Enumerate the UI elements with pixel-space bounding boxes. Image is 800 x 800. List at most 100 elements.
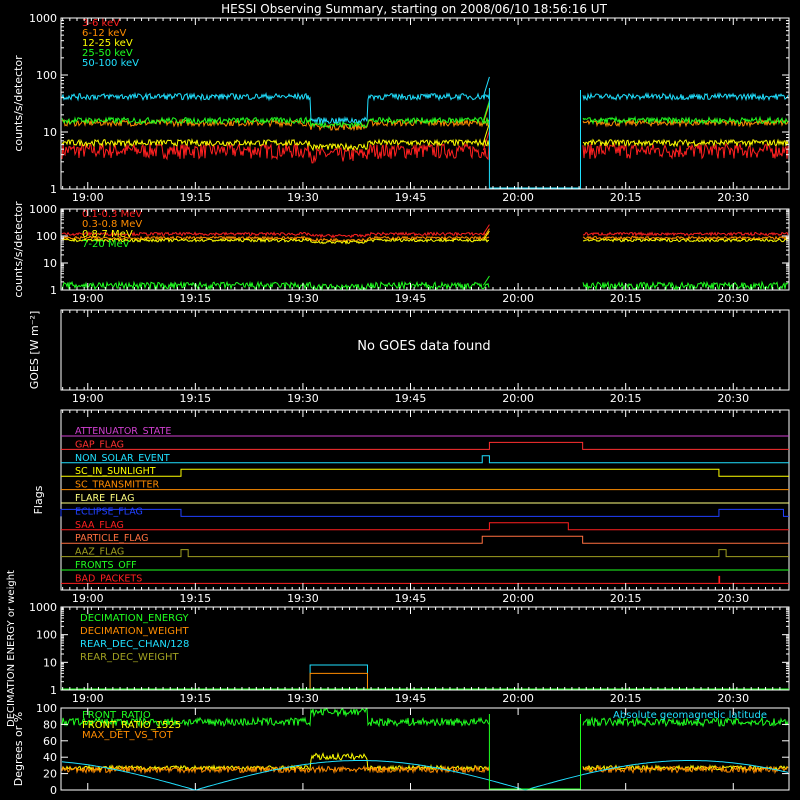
legend-entry: 25-50 keV — [82, 48, 133, 59]
x-tick-label: 20:30 — [717, 592, 749, 605]
series-line — [61, 752, 789, 772]
y-axis-label: Degrees or % — [12, 712, 25, 786]
y-tick-label: 20 — [43, 768, 57, 781]
x-tick-label: 20:15 — [610, 292, 642, 305]
series-line — [61, 760, 789, 791]
x-tick-label: 19:45 — [395, 592, 427, 605]
legend-entry: REAR_DEC_WEIGHT — [80, 652, 179, 663]
high-energy-frame — [60, 208, 790, 291]
series-line — [61, 764, 789, 775]
flag-label: BAD_PACKETS — [75, 573, 142, 584]
x-tick-label: 19:00 — [72, 292, 104, 305]
series-line — [61, 91, 789, 125]
flag-trace — [61, 441, 789, 450]
flags-panel: ATTENUATOR_STATE GAP_FLAG NON_SOLAR_EVENT S… — [32, 409, 790, 605]
flag-trace — [61, 522, 789, 531]
legend-entry: 7-20 MeV — [82, 239, 130, 250]
chart-title: HESSI Observing Summary, starting on 200… — [221, 2, 607, 16]
series-rise — [482, 130, 490, 151]
flag-trace — [61, 549, 789, 558]
legend-entry: 0.8-7 MeV — [82, 229, 133, 240]
legend-entry: FRONT_RATIO_1525 — [82, 720, 181, 731]
x-tick-label: 19:45 — [395, 191, 427, 204]
x-tick-label: 19:45 — [395, 692, 427, 705]
flag-trace — [60, 508, 789, 517]
flag-label: FRONTS_OFF — [75, 560, 137, 571]
flag-label: PARTICLE_FLAG — [75, 533, 148, 544]
x-tick-label: 19:15 — [179, 692, 211, 705]
series-rise — [482, 122, 490, 143]
decimation-step — [309, 664, 368, 689]
legend-entry: 3-6 keV — [82, 18, 120, 29]
x-tick-label: 19:30 — [287, 292, 319, 305]
x-tick-label: 19:30 — [287, 692, 319, 705]
x-tick-label: 19:30 — [287, 592, 319, 605]
legend-entry: 0.1-0.3 MeV — [82, 209, 142, 220]
x-tick-label: 19:15 — [179, 191, 211, 204]
x-tick-label: 20:15 — [610, 191, 642, 204]
y-tick-label: 1000 — [29, 203, 57, 216]
y-tick-label: 1000 — [29, 601, 57, 614]
x-tick-label: 19:30 — [287, 191, 319, 204]
series-line — [61, 237, 789, 245]
x-tick-label: 20:30 — [717, 292, 749, 305]
flag-trace — [61, 575, 789, 584]
legend-entry: DECIMATION_ENERGY — [80, 613, 189, 624]
series-line — [61, 142, 789, 164]
goes-frame — [60, 309, 790, 391]
x-tick-label: 19:00 — [72, 592, 104, 605]
y-tick-label: 100 — [36, 629, 57, 642]
series-line — [61, 231, 789, 239]
legend-entry: 12-25 keV — [82, 38, 133, 49]
x-tick-label: 20:15 — [610, 392, 642, 405]
legend-entry: FRONT_RATIO — [82, 710, 151, 721]
flag-label: SAA_FLAG — [75, 520, 124, 531]
x-tick-label: 20:00 — [502, 191, 534, 204]
y-tick-label: 10 — [43, 257, 57, 270]
legend-entry: MAX_DET_VS_TOT — [82, 730, 174, 741]
y-tick-label: 40 — [43, 751, 57, 764]
flag-label: ATTENUATOR_STATE — [75, 426, 171, 437]
series-line — [61, 280, 789, 291]
gap-trace — [488, 714, 581, 790]
series-rise — [482, 224, 490, 235]
y-axis-label: GOES [W m⁻²] — [28, 311, 41, 390]
legend-entry: REAR_DEC_CHAN/128 — [80, 639, 189, 650]
y-tick-label: 1 — [50, 684, 57, 697]
x-tick-label: 19:15 — [179, 292, 211, 305]
series-line — [61, 707, 789, 728]
x-tick-label: 19:00 — [72, 692, 104, 705]
x-tick-label: 20:00 — [502, 292, 534, 305]
flag-trace — [61, 455, 789, 464]
flag-trace — [61, 468, 789, 477]
y-tick-label: 100 — [36, 230, 57, 243]
y-tick-label: 10 — [43, 656, 57, 669]
x-tick-label: 19:15 — [179, 392, 211, 405]
flags-frame — [60, 409, 790, 591]
series-rise — [482, 228, 490, 239]
gap-trace — [488, 88, 581, 189]
x-tick-label: 20:30 — [717, 692, 749, 705]
y-axis-label: counts/s/detector — [12, 55, 25, 152]
x-tick-label: 20:30 — [717, 191, 749, 204]
goes-panel: No GOES data found GOES [W m⁻²] 19:00 19:15… — [28, 309, 790, 405]
x-tick-label: 19:30 — [287, 392, 319, 405]
legend-entry: Absolute geomagnetic latitude — [613, 710, 767, 721]
no-data-message: No GOES data found — [357, 339, 490, 354]
flag-label: SC_IN_SUNLIGHT — [75, 466, 156, 477]
series-rise — [482, 76, 490, 97]
y-axis-label: DECIMATION ENERGY or weight — [6, 570, 17, 727]
x-tick-label: 20:00 — [502, 392, 534, 405]
series-line — [61, 235, 789, 243]
decimation-panel: DECIMATION_ENERGY DECIMATION_WEIGHT REAR_D… — [6, 570, 790, 727]
x-tick-label: 20:15 — [610, 692, 642, 705]
flag-label: FLARE_FLAG — [75, 493, 135, 504]
flag-label: GAP_FLAG — [75, 439, 124, 450]
y-tick-label: 1 — [50, 183, 57, 196]
y-axis-label: counts/s/detector — [12, 201, 25, 298]
series-rise — [482, 100, 490, 121]
decimation-frame — [60, 606, 790, 691]
